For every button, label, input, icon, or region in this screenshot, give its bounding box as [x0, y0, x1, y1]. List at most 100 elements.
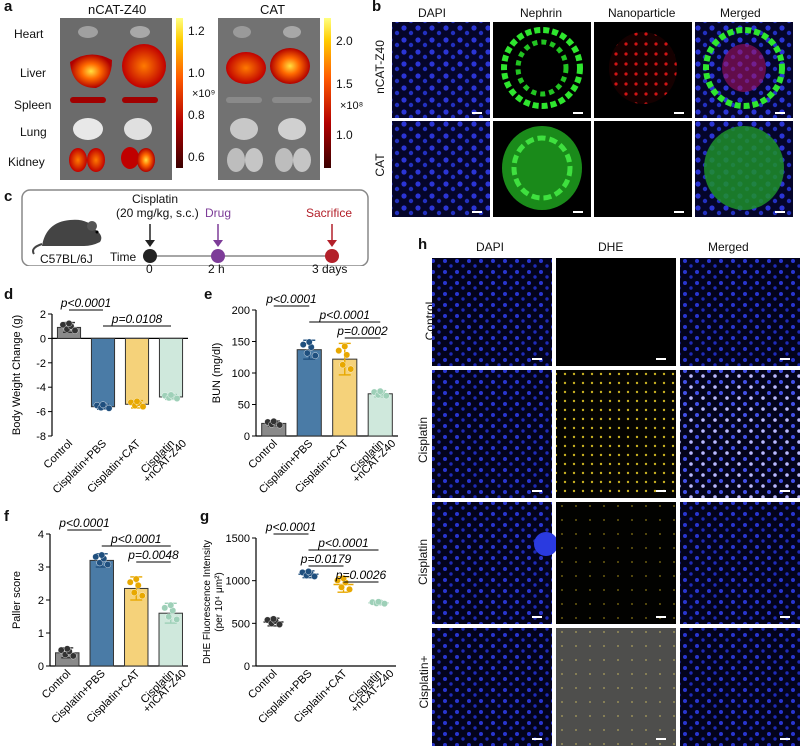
data-point [96, 559, 104, 567]
microscopy-grid-h [432, 258, 800, 746]
data-point [139, 403, 147, 410]
kidney-organ [87, 148, 105, 172]
data-point [161, 604, 169, 612]
y-tick-label: -6 [36, 407, 46, 419]
data-point [167, 391, 175, 399]
data-point [340, 574, 347, 582]
time-3days-label: 3 days [312, 262, 348, 276]
data-point [126, 578, 134, 586]
y-tick-label: 1500 [226, 533, 250, 545]
h-col-dhe: DHE [598, 240, 624, 254]
data-point [381, 600, 388, 608]
data-point [346, 585, 353, 593]
image-dapi-nCAT [392, 22, 490, 118]
data-point [347, 365, 355, 373]
col-dapi: DAPI [418, 6, 447, 20]
y-tick-label: 0 [244, 661, 250, 673]
y-tick-label: 0 [40, 333, 46, 345]
panel-c: C57BL/6J Cisplatin (20 mg/kg, s.c.) Drug… [0, 186, 372, 266]
x-tick-label: Control [246, 668, 280, 702]
data-point [130, 589, 138, 597]
event-sacrifice: Sacrifice [306, 206, 353, 220]
event-drug: Drug [205, 206, 232, 220]
liver-organ [226, 52, 266, 84]
liver-organ [122, 44, 166, 88]
colorbar-2 [324, 18, 331, 168]
microscopy-grid-b [392, 22, 793, 217]
panel-letter-a: a [4, 0, 13, 15]
data-point [138, 592, 146, 600]
heart-organ [78, 26, 98, 38]
kidney-organ [137, 148, 155, 172]
y-tick-label: 4 [38, 529, 44, 541]
data-point [335, 347, 343, 355]
col-nanoparticle: Nanoparticle [608, 6, 676, 20]
y-tick-label: 0 [244, 431, 250, 443]
liver-organ [270, 48, 310, 84]
bar [124, 337, 150, 405]
data-point [71, 327, 79, 334]
organ-spleen: Spleen [14, 98, 52, 112]
bar [158, 337, 184, 398]
data-point [134, 581, 142, 589]
colorbar1-tick: 0.6 [188, 150, 205, 164]
p-value-label: p<0.0001 [319, 308, 370, 322]
data-point [92, 553, 100, 561]
time-label: Time [110, 250, 137, 264]
organ-imaging-figure [60, 18, 331, 180]
organ-liver: Liver [20, 66, 47, 80]
organ-kidney: Kidney [8, 155, 45, 169]
kidney-organ [69, 148, 87, 172]
panel-letter-e: e [204, 286, 213, 303]
data-point [341, 342, 349, 350]
data-point [65, 320, 73, 327]
lung-organ [73, 118, 103, 140]
p-value-label: p<0.0001 [265, 292, 316, 306]
bar [90, 337, 116, 408]
h-col-merged: Merged [708, 240, 749, 254]
p-value-label: p<0.0001 [58, 516, 109, 530]
merged-signal [703, 27, 785, 109]
data-point [311, 573, 318, 580]
data-point [165, 613, 173, 621]
data-point [303, 349, 311, 357]
image-nanoparticle-CAT [594, 121, 692, 217]
data-point [343, 351, 351, 359]
spleen-organ [226, 97, 262, 103]
p-value-label: p=0.0002 [336, 324, 388, 338]
y-axis-label: Paller score [11, 571, 23, 629]
data-point [375, 598, 382, 606]
data-point [173, 616, 181, 623]
p-value-label: p=0.0026 [335, 568, 387, 582]
spleen-organ [272, 97, 312, 103]
col-nephrin: Nephrin [520, 6, 563, 20]
data-point [99, 401, 107, 409]
y-tick-label: 50 [238, 400, 250, 412]
data-point [173, 395, 181, 402]
merged-signal [704, 126, 784, 210]
y-axis-label: BUN (mg/dl) [211, 343, 223, 404]
lung-organ [124, 118, 152, 140]
panel-letter-h: h [418, 236, 428, 253]
bar [296, 349, 322, 437]
heart-organ [233, 26, 251, 38]
group-label-2: CAT [260, 2, 286, 17]
organ-lung: Lung [20, 125, 47, 139]
p-value-label: p=0.0108 [111, 312, 163, 326]
y-tick-label: -8 [36, 431, 46, 443]
data-point [339, 361, 347, 369]
liver-organ [70, 54, 112, 88]
panel-letter-d: d [4, 286, 14, 303]
data-point [338, 583, 345, 591]
data-point [63, 645, 71, 653]
p-value-label: p<0.0001 [317, 536, 368, 550]
p-value-label: p<0.0001 [60, 296, 111, 310]
data-point [305, 338, 313, 346]
data-point [382, 392, 390, 400]
y-tick-label: -2 [36, 358, 46, 370]
y-tick-label: 200 [232, 305, 250, 317]
kidney-organ [275, 148, 293, 172]
